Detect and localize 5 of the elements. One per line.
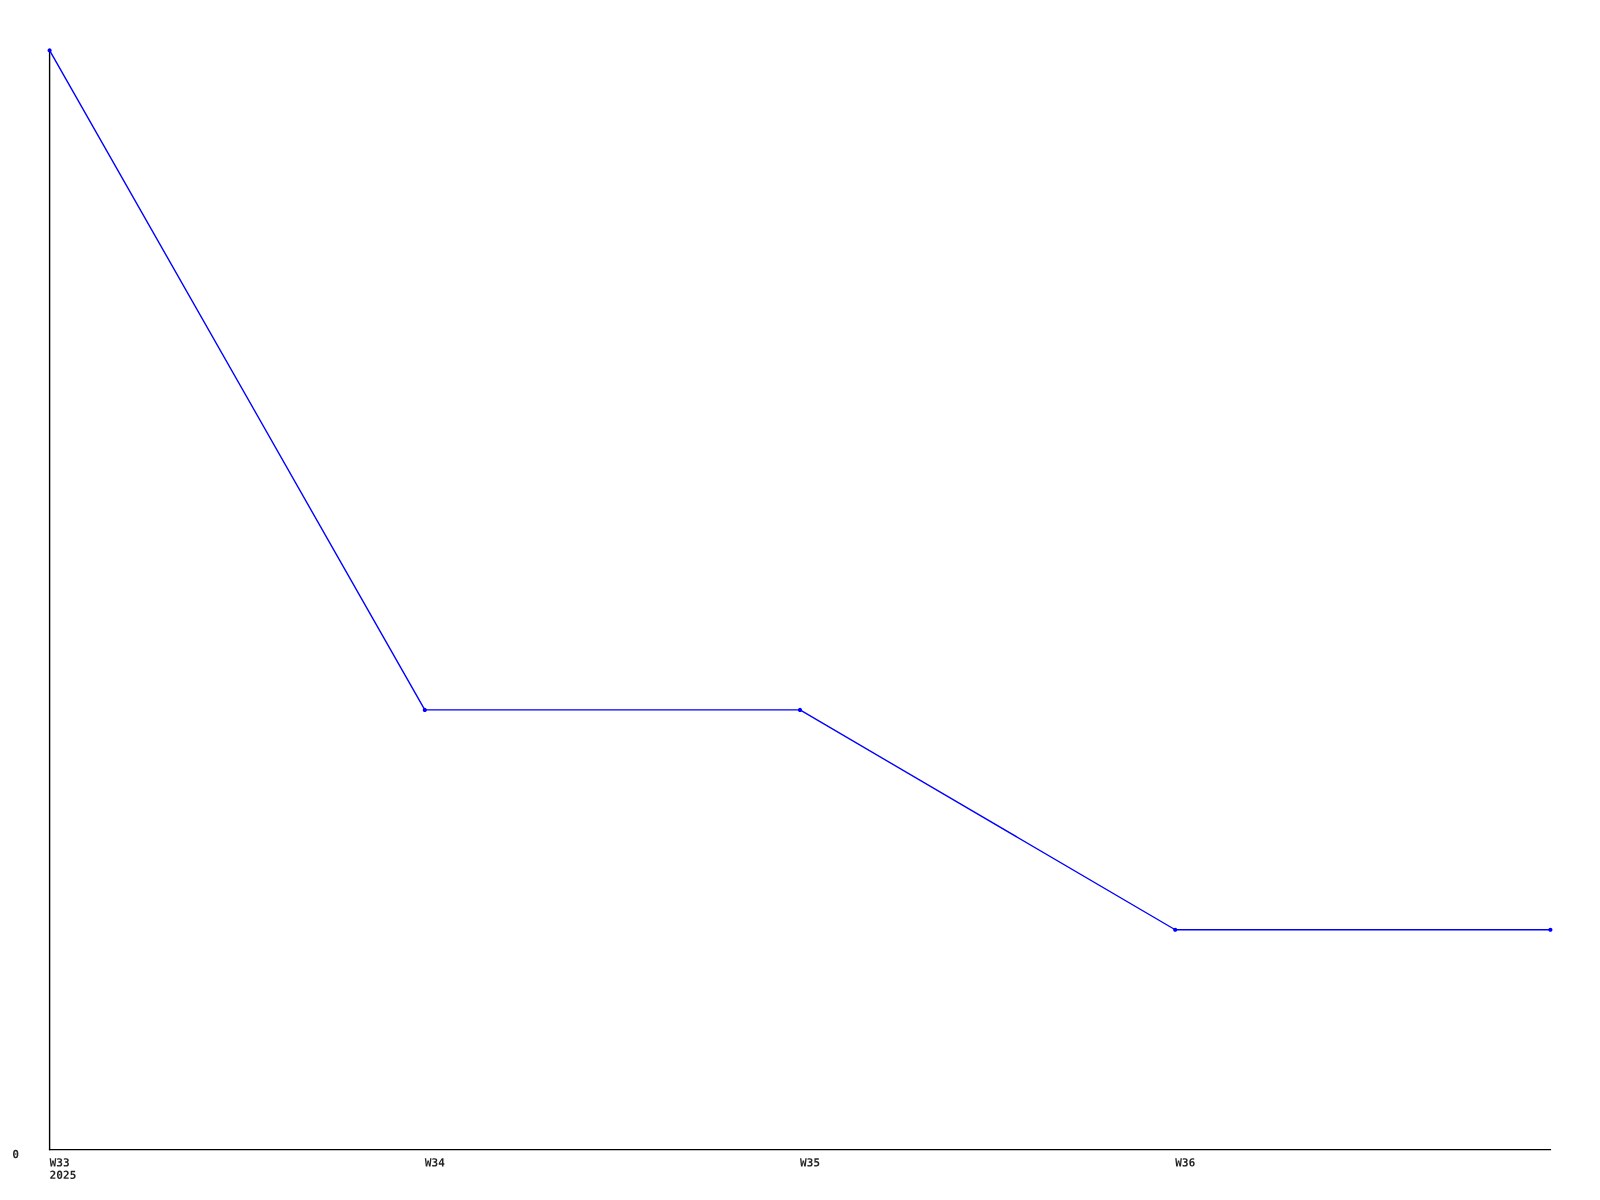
x-tick-label: W33 2025 xyxy=(49,1158,76,1179)
x-tick-label: W36 xyxy=(1175,1158,1195,1167)
text: 0 xyxy=(13,1149,19,1159)
x-tick-label: W35 xyxy=(800,1158,820,1167)
x-tick-label: W34 xyxy=(424,1158,445,1167)
